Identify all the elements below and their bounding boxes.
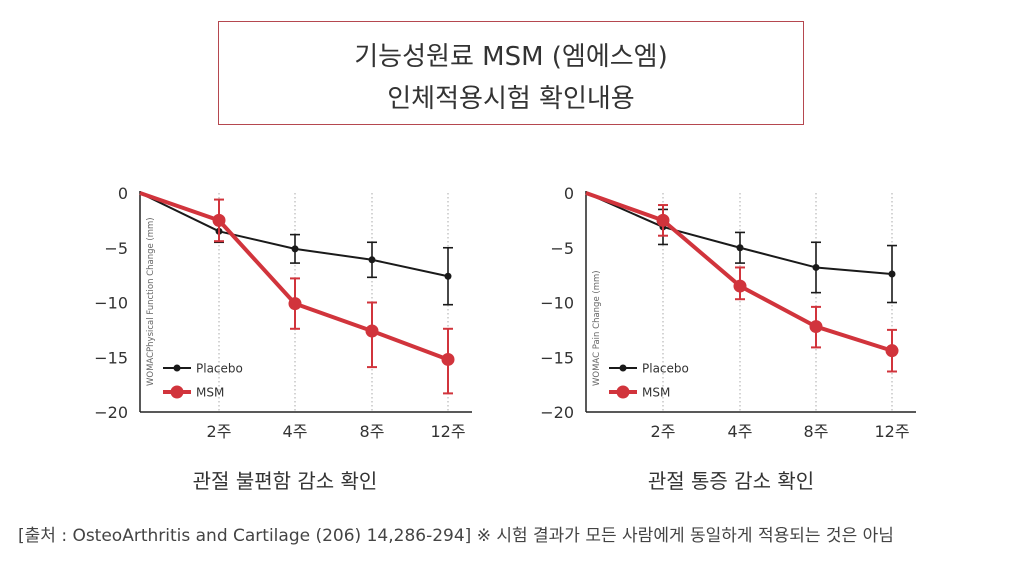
title-line-2: 인체적용시험 확인내용 bbox=[387, 84, 635, 114]
placebo-data-point bbox=[368, 256, 376, 264]
placebo-data-point bbox=[444, 272, 452, 280]
msm-data-point bbox=[885, 344, 899, 358]
title-box: 기능성원료 MSM (엠에스엠) 인체적용시험 확인내용 bbox=[218, 21, 804, 125]
msm-series-line bbox=[139, 191, 449, 362]
msm-data-point bbox=[441, 352, 455, 366]
y-tick-label: −10 bbox=[94, 294, 128, 313]
msm-data-point bbox=[656, 213, 670, 227]
y-tick-label: −10 bbox=[540, 294, 574, 313]
msm-data-point bbox=[212, 213, 226, 227]
chart-caption-function: 관절 불편함 감소 확인 bbox=[192, 469, 378, 493]
y-axis-label: WOMAC Pain Change (mm) bbox=[592, 270, 602, 386]
y-tick-label: −5 bbox=[104, 239, 128, 258]
placebo-series-line bbox=[585, 192, 893, 276]
y-axis-label: WOMACPhysical Function Change (mm) bbox=[146, 217, 156, 386]
x-tick-label: 2주 bbox=[651, 422, 676, 441]
title-line-1: 기능성원료 MSM (엠에스엠) bbox=[354, 42, 668, 72]
legend-msm-label: MSM bbox=[196, 386, 224, 400]
msm-data-point bbox=[809, 320, 823, 334]
x-tick-label: 12주 bbox=[430, 422, 465, 441]
placebo-data-point bbox=[291, 245, 299, 253]
source-citation: [출처 : OsteoArthritis and Cartilage (206)… bbox=[18, 526, 894, 546]
legend-placebo-label: Placebo bbox=[196, 362, 243, 376]
legend-placebo-marker bbox=[619, 364, 627, 372]
placebo-data-point bbox=[736, 244, 744, 252]
y-tick-label: −5 bbox=[550, 239, 574, 258]
msm-data-point bbox=[365, 324, 379, 338]
legend-msm-label: MSM bbox=[642, 386, 670, 400]
chart-0: 0 −5 −10 −15 −20 2주 4주 8주 12주 WOMACPhysical Funct… bbox=[94, 184, 472, 441]
x-tick-label: 4주 bbox=[728, 422, 753, 441]
y-tick-label: −15 bbox=[94, 348, 128, 367]
x-tick-label: 8주 bbox=[360, 422, 385, 441]
x-tick-label: 12주 bbox=[874, 422, 909, 441]
placebo-data-point bbox=[888, 270, 896, 278]
legend-placebo-marker bbox=[173, 364, 181, 372]
x-tick-label: 2주 bbox=[207, 422, 232, 441]
charts-canvas: 0 −5 −10 −15 −20 2주 4주 8주 12주 WOMACPhysical Funct… bbox=[94, 184, 916, 441]
placebo-data-point bbox=[812, 263, 820, 271]
y-tick-label: 0 bbox=[564, 184, 574, 203]
y-tick-label: −20 bbox=[540, 403, 574, 422]
legend-msm-marker bbox=[170, 385, 184, 399]
legend-placebo-label: Placebo bbox=[642, 362, 689, 376]
y-tick-label: 0 bbox=[118, 184, 128, 203]
y-tick-label: −20 bbox=[94, 403, 128, 422]
msm-data-point bbox=[288, 297, 302, 311]
y-tick-label: −15 bbox=[540, 348, 574, 367]
msm-data-point bbox=[733, 279, 747, 293]
x-tick-label: 4주 bbox=[283, 422, 308, 441]
chart-1: 0 −5 −10 −15 −20 2주 4주 8주 12주 WOMAC Pain Change (… bbox=[540, 184, 916, 441]
x-tick-label: 8주 bbox=[804, 422, 829, 441]
chart-caption-pain: 관절 통증 감소 확인 bbox=[647, 469, 815, 493]
legend-msm-marker bbox=[616, 385, 630, 399]
